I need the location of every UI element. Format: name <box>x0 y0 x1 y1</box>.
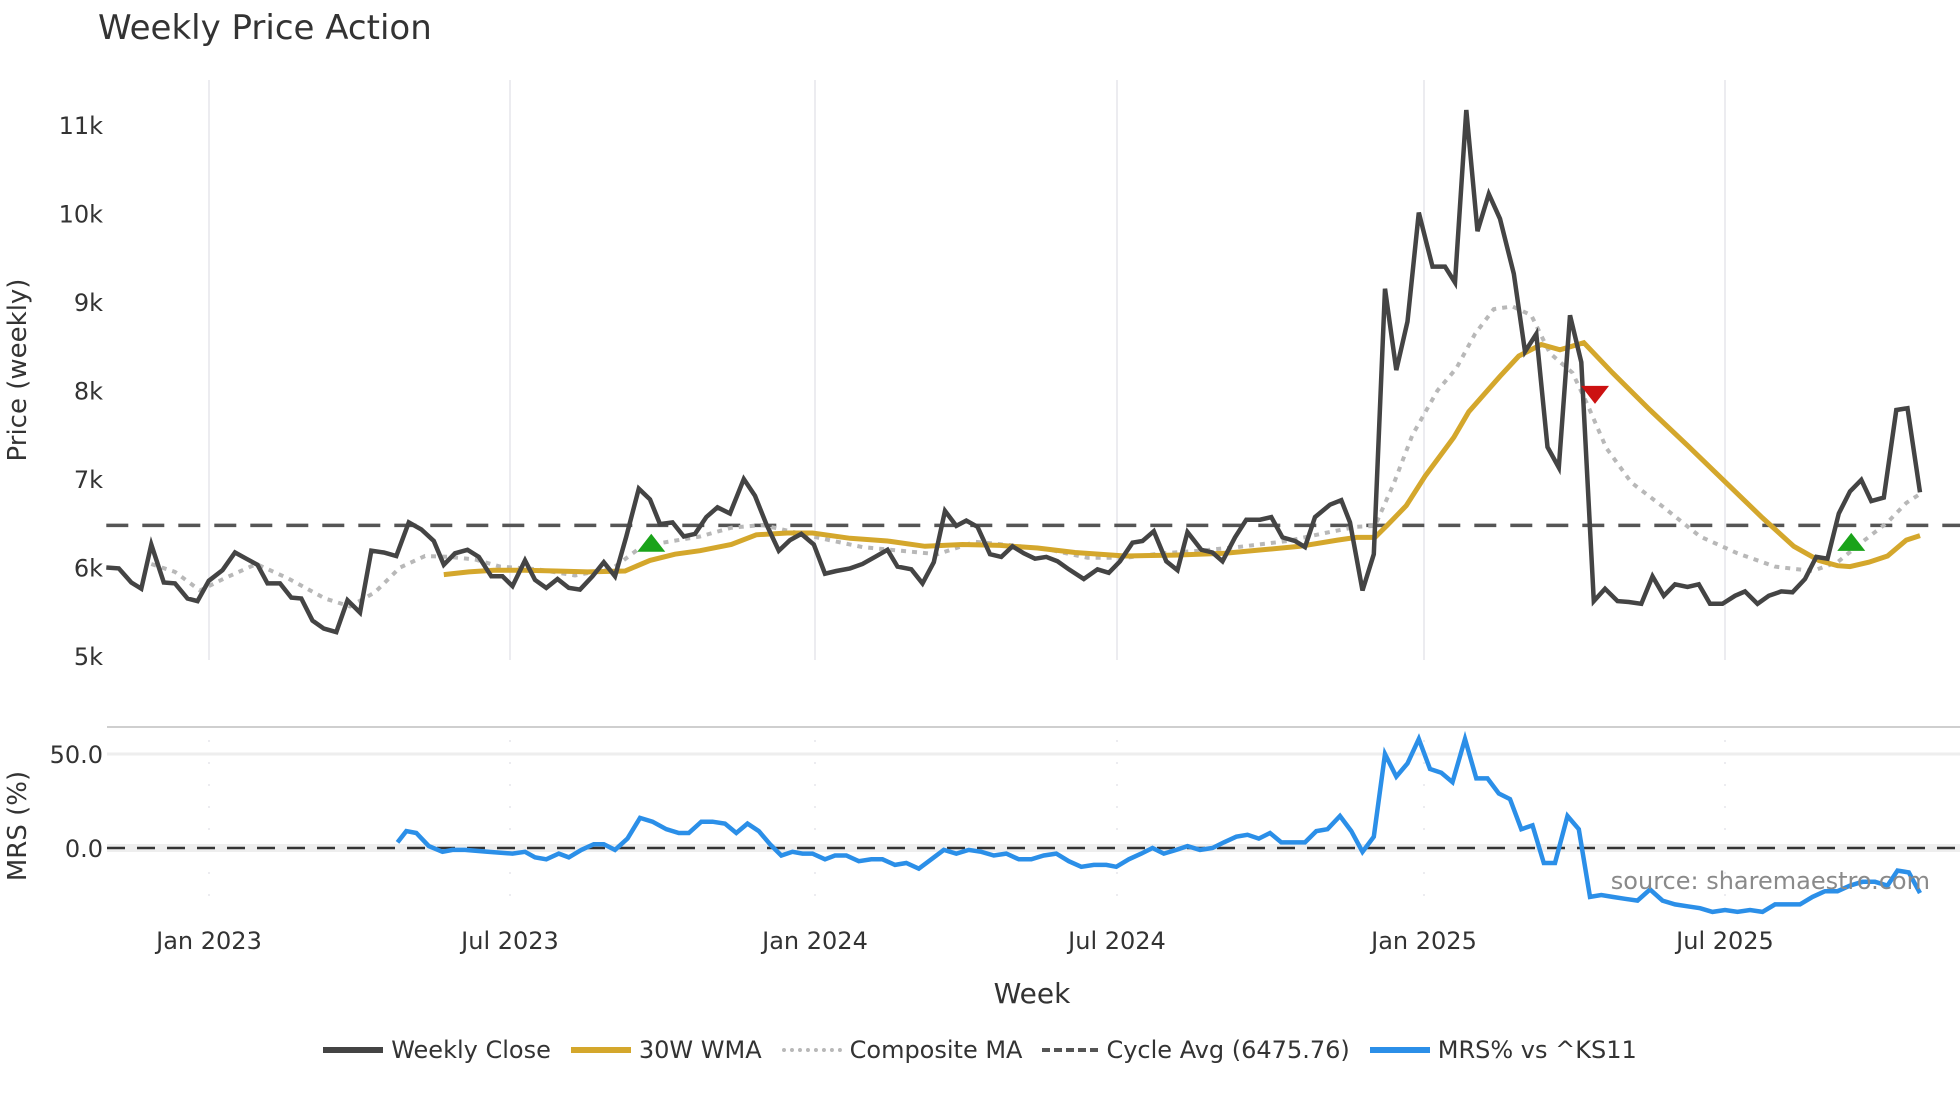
legend-label: Composite MA <box>849 1036 1023 1064</box>
mrs-series <box>107 730 1960 915</box>
y-tick-label: 50.0 <box>50 741 103 769</box>
legend-item-weekly-close[interactable]: Weekly Close <box>323 1036 551 1064</box>
signal-markers <box>637 385 1866 552</box>
x-axis-ticks: Jan 2023 Jul 2023 Jan 2024 Jul 2024 Jan 2025… <box>154 927 1774 955</box>
x-tick-label: Jan 2024 <box>760 927 868 955</box>
x-tick-label: Jan 2025 <box>1369 927 1477 955</box>
sell-signal-triangle-down-icon <box>1581 385 1609 404</box>
y-tick-label: 10k <box>59 201 104 229</box>
y-tick-label: 8k <box>74 378 103 406</box>
gridlines <box>107 80 1960 905</box>
y-tick-label: 9k <box>74 289 103 317</box>
price-y-axis-ticks: 5k 6k 7k 8k 9k 10k 11k <box>59 112 104 671</box>
legend: Weekly Close 30W WMA Composite MA Cycle … <box>0 1036 1960 1064</box>
mrs-y-axis-ticks: 0.0 50.0 <box>50 741 103 863</box>
legend-item-composite-ma[interactable]: Composite MA <box>781 1036 1023 1064</box>
y-tick-label: 7k <box>74 466 103 494</box>
mrs-y-axis-label: MRS (%) <box>3 771 33 881</box>
mrs-swatch-icon <box>1369 1047 1430 1053</box>
x-tick-label: Jul 2024 <box>1066 927 1166 955</box>
x-tick-label: Jul 2025 <box>1674 927 1774 955</box>
x-tick-label: Jan 2023 <box>154 927 262 955</box>
composite-ma-swatch-icon <box>781 1048 842 1052</box>
buy-signal-triangle-up-icon <box>1837 532 1866 551</box>
buy-signal-triangle-up-icon <box>637 533 666 552</box>
weekly-close-swatch-icon <box>323 1047 384 1053</box>
y-tick-label: 5k <box>74 643 103 671</box>
source-watermark: source: sharemaestro.com <box>1611 867 1930 895</box>
y-tick-label: 6k <box>74 555 103 583</box>
wma-swatch-icon <box>570 1047 631 1053</box>
weekly-close-line <box>106 109 1923 635</box>
legend-label: 30W WMA <box>638 1036 762 1064</box>
legend-label: MRS% vs ^KS11 <box>1437 1036 1637 1064</box>
legend-item-cycle-avg[interactable]: Cycle Avg (6475.76) <box>1042 1036 1350 1064</box>
mrs-line <box>395 730 1922 915</box>
x-tick-label: Jul 2023 <box>459 927 559 955</box>
chart-title: Weekly Price Action <box>98 8 432 48</box>
x-axis-label: Week <box>994 977 1071 1010</box>
price-y-axis-label: Price (weekly) <box>3 279 33 462</box>
y-tick-label: 11k <box>59 112 104 140</box>
composite-ma-line <box>150 304 1922 609</box>
price-series <box>106 109 1960 635</box>
legend-item-mrs[interactable]: MRS% vs ^KS11 <box>1369 1036 1637 1064</box>
y-tick-label: 0.0 <box>65 835 103 863</box>
legend-label: Weekly Close <box>391 1036 551 1064</box>
legend-item-30w-wma[interactable]: 30W WMA <box>570 1036 762 1064</box>
cycle-avg-swatch-icon <box>1042 1048 1099 1052</box>
legend-label: Cycle Avg (6475.76) <box>1106 1036 1350 1064</box>
30w-wma-line <box>443 339 1921 578</box>
